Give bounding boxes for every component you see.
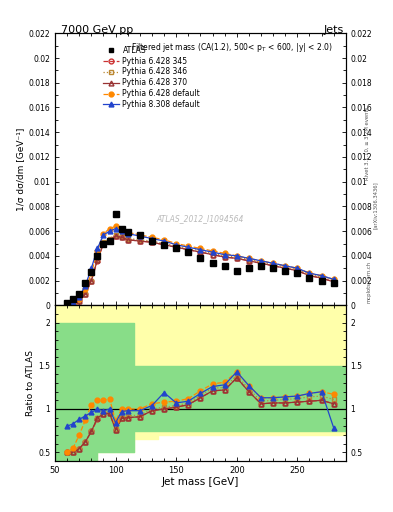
Y-axis label: 1/σ dσ/dm [GeV⁻¹]: 1/σ dσ/dm [GeV⁻¹] (17, 127, 26, 211)
Text: Jets: Jets (323, 25, 344, 35)
Legend: ATLAS, Pythia 6.428 345, Pythia 6.428 346, Pythia 6.428 370, Pythia 6.428 defaul: ATLAS, Pythia 6.428 345, Pythia 6.428 34… (99, 42, 203, 112)
Y-axis label: Ratio to ATLAS: Ratio to ATLAS (26, 350, 35, 416)
Text: mcplots.cern.ch: mcplots.cern.ch (367, 261, 372, 303)
Text: [arXiv:1306.3436]: [arXiv:1306.3436] (373, 181, 378, 229)
Text: 7000 GeV pp: 7000 GeV pp (61, 25, 133, 35)
Text: ATLAS_2012_I1094564: ATLAS_2012_I1094564 (157, 214, 244, 223)
Text: Filtered jet mass (CA(1.2), 500< p$_T$ < 600, |y| < 2.0): Filtered jet mass (CA(1.2), 500< p$_T$ <… (130, 41, 332, 54)
X-axis label: Jet mass [GeV]: Jet mass [GeV] (162, 477, 239, 487)
Text: Rivet 3.1.10, ≥ 3.2M events: Rivet 3.1.10, ≥ 3.2M events (365, 106, 370, 180)
